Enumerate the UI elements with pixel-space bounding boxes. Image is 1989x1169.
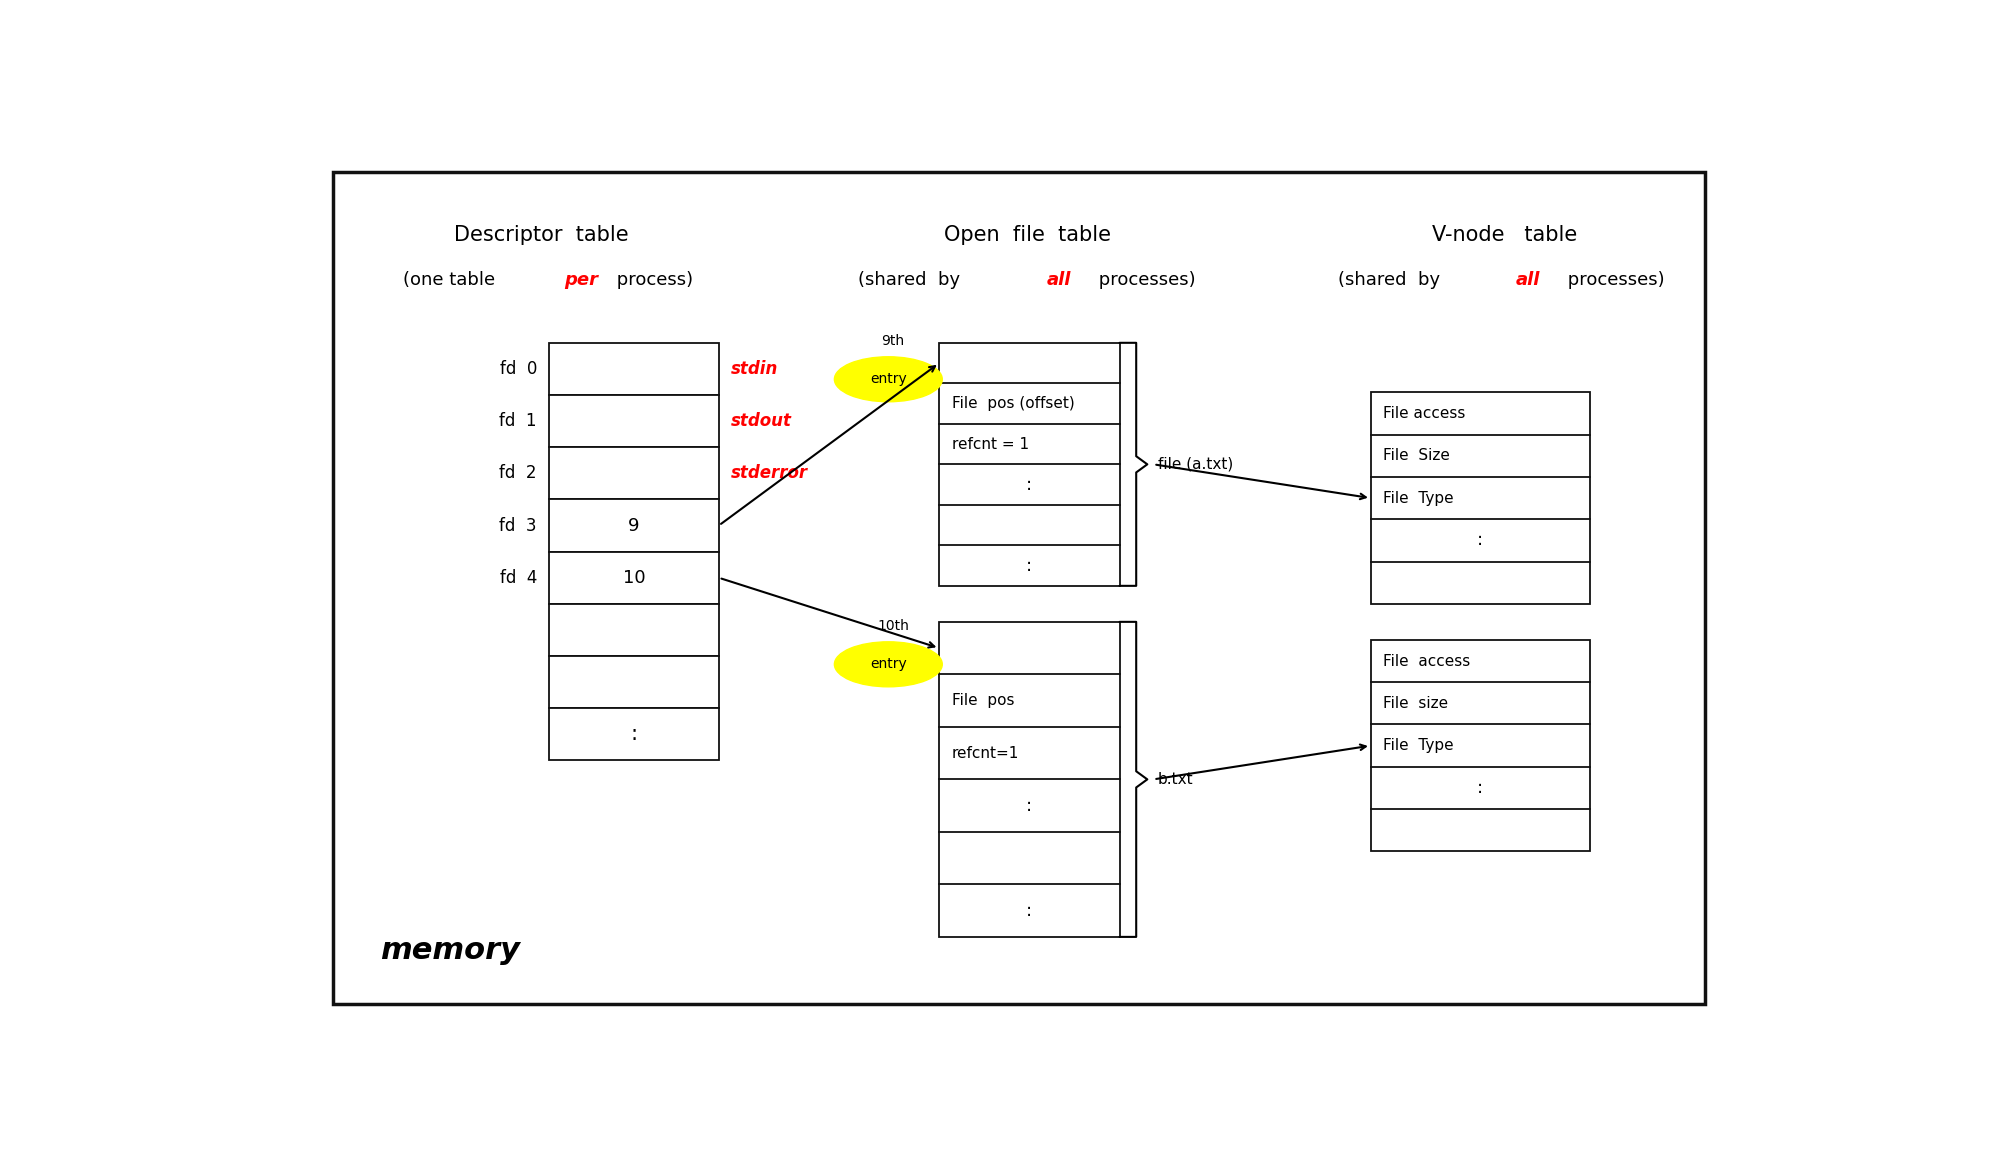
Text: fd  2: fd 2 <box>499 464 537 483</box>
Text: :: : <box>1026 556 1032 575</box>
Text: 9th: 9th <box>881 333 905 347</box>
Text: file (a.txt): file (a.txt) <box>1158 457 1233 472</box>
FancyBboxPatch shape <box>549 448 718 499</box>
Text: refcnt = 1: refcnt = 1 <box>951 436 1028 451</box>
FancyBboxPatch shape <box>549 604 718 656</box>
Text: processes): processes) <box>1561 271 1665 289</box>
FancyBboxPatch shape <box>334 172 1705 1004</box>
Text: all: all <box>1516 271 1539 289</box>
FancyBboxPatch shape <box>549 343 718 395</box>
Text: (shared  by: (shared by <box>1339 271 1446 289</box>
Text: Descriptor  table: Descriptor table <box>453 224 629 244</box>
Text: File  Size: File Size <box>1382 448 1450 463</box>
Text: stdout: stdout <box>732 413 792 430</box>
Text: File  size: File size <box>1382 696 1448 711</box>
FancyBboxPatch shape <box>549 552 718 604</box>
Text: :: : <box>1478 532 1484 549</box>
Text: processes): processes) <box>1094 271 1195 289</box>
Text: 9: 9 <box>629 517 640 534</box>
Text: :: : <box>1026 476 1032 493</box>
Text: entry: entry <box>869 657 907 671</box>
Text: File  Type: File Type <box>1382 491 1454 505</box>
Text: :: : <box>1026 796 1032 815</box>
Text: all: all <box>1046 271 1072 289</box>
Text: fd  1: fd 1 <box>499 413 537 430</box>
Text: File  pos: File pos <box>951 693 1014 708</box>
Text: (shared  by: (shared by <box>857 271 965 289</box>
Text: Open  file  table: Open file table <box>943 224 1110 244</box>
Text: File  access: File access <box>1382 653 1470 669</box>
Text: :: : <box>1478 779 1484 797</box>
Text: memory: memory <box>380 936 519 964</box>
FancyBboxPatch shape <box>549 395 718 448</box>
FancyBboxPatch shape <box>1370 393 1589 604</box>
FancyBboxPatch shape <box>549 656 718 708</box>
Text: process): process) <box>611 271 692 289</box>
FancyBboxPatch shape <box>939 343 1120 586</box>
Text: fd  0: fd 0 <box>499 360 537 378</box>
Text: fd  4: fd 4 <box>499 569 537 587</box>
Text: fd  3: fd 3 <box>499 517 537 534</box>
Text: File  pos (offset): File pos (offset) <box>951 396 1074 411</box>
FancyBboxPatch shape <box>549 708 718 761</box>
Text: (one table: (one table <box>402 271 501 289</box>
FancyBboxPatch shape <box>549 499 718 552</box>
Text: stdin: stdin <box>732 360 778 378</box>
Ellipse shape <box>833 357 943 402</box>
Text: entry: entry <box>869 372 907 386</box>
Text: stderror: stderror <box>732 464 808 483</box>
FancyBboxPatch shape <box>1370 639 1589 851</box>
Text: 10: 10 <box>623 569 644 587</box>
Ellipse shape <box>833 642 943 687</box>
Text: refcnt=1: refcnt=1 <box>951 746 1018 761</box>
Text: File  Type: File Type <box>1382 738 1454 753</box>
Text: :: : <box>1026 901 1032 920</box>
Text: 10th: 10th <box>877 618 909 632</box>
Text: per: per <box>565 271 599 289</box>
Text: V-node   table: V-node table <box>1432 224 1577 244</box>
Text: :: : <box>631 725 638 745</box>
FancyBboxPatch shape <box>939 622 1120 936</box>
Text: File access: File access <box>1382 406 1466 421</box>
Text: b.txt: b.txt <box>1158 772 1193 787</box>
